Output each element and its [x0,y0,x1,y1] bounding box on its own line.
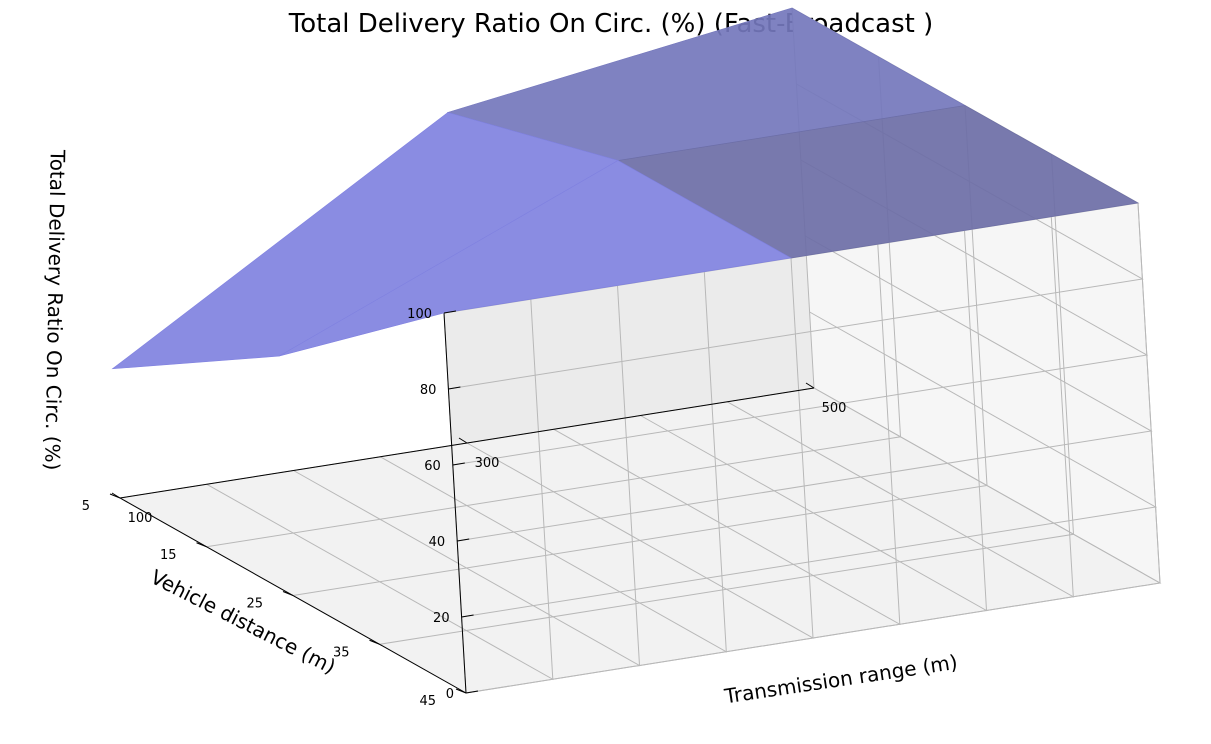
grid-line-z [461,311,1158,618]
z-tick [461,614,474,618]
z-tick-label: 100 [407,307,432,322]
y-tick [109,493,121,499]
x-tick [458,437,468,444]
surface [111,7,1139,370]
x-tick [805,382,815,389]
y-tick-label: 35 [333,645,350,660]
y-tick [369,639,380,645]
x-tick-label: 300 [475,456,500,471]
y-tick [196,542,207,548]
y-tick [282,591,294,596]
z-tick [448,386,461,390]
z-axis-line [443,312,467,694]
y-tick [455,688,467,694]
tick-labels: 100 300 500 5 15 25 35 45 0 20 40 60 80 100 [82,307,847,709]
z-tick-label: 60 [424,459,441,474]
y-tick-label: 25 [246,597,263,612]
x-tick-label: 500 [822,401,847,416]
y-tick-label: 5 [82,499,90,514]
z-tick-label: 0 [446,687,454,702]
ticks [109,310,815,694]
grid-lines [119,7,1162,694]
x-tick-label: 100 [128,511,153,526]
z-tick [465,690,479,694]
y-tick-label: 45 [419,694,436,709]
z-tick-label: 80 [420,383,437,398]
z-tick-label: 40 [429,535,446,550]
grid-line-z [457,235,1153,542]
grid-line-z [465,387,1162,694]
x-axis-label: Transmission range (m) [722,650,959,709]
y-tick-label: 15 [160,548,177,563]
z-tick [443,310,457,314]
z-tick-label: 20 [433,611,450,626]
surface-patch [278,160,792,357]
z-tick [452,462,465,466]
z-axis-label: Total Delivery Ratio On Circ. (%) [40,149,70,471]
z-tick [457,538,470,542]
